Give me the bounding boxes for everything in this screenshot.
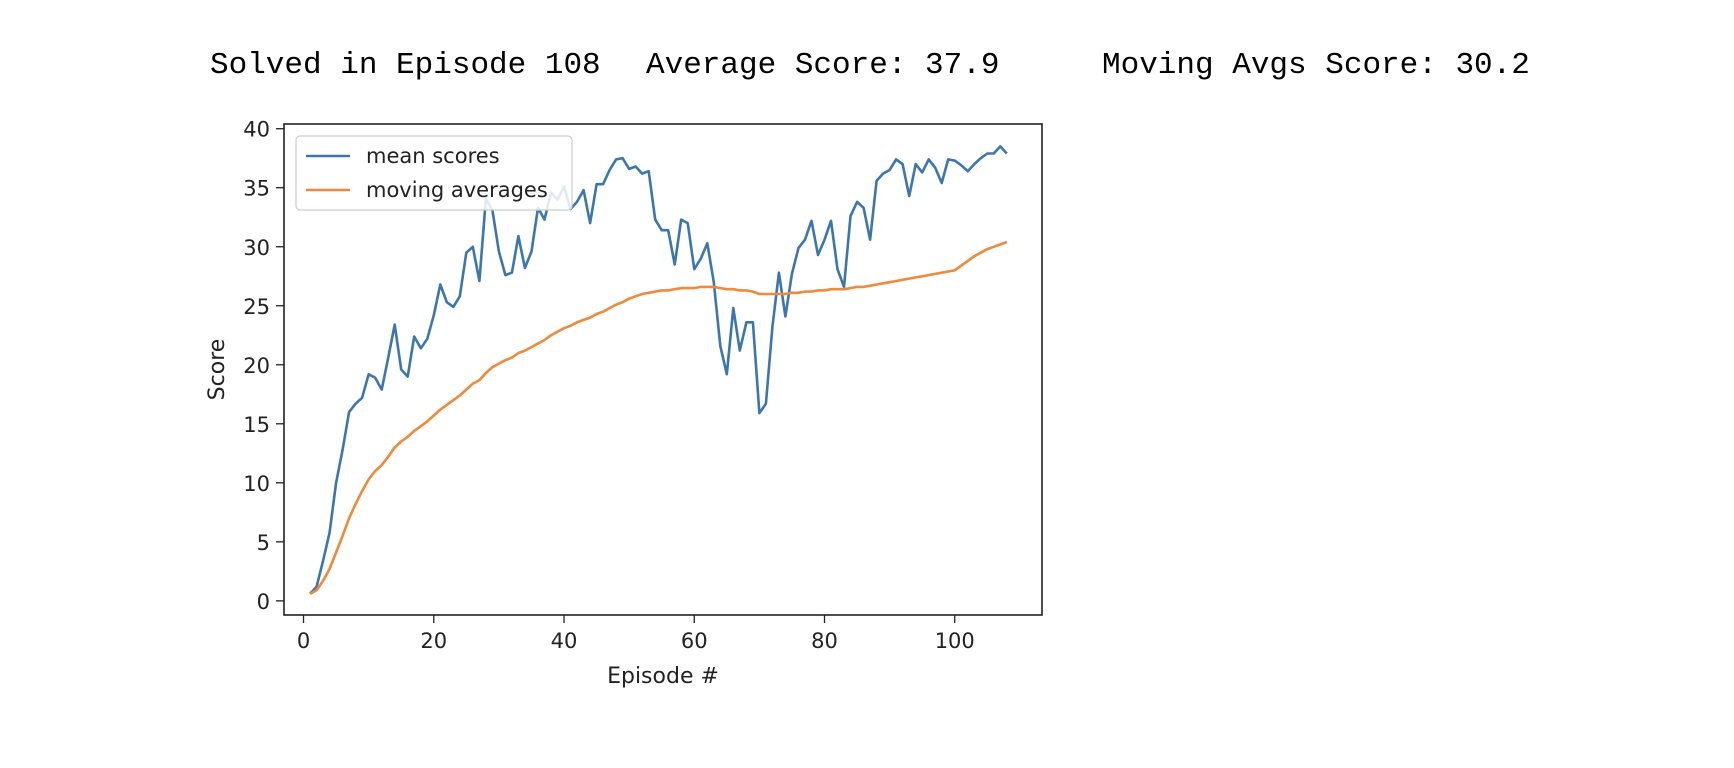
y-tick-label: 30 [243, 236, 270, 260]
y-tick-label: 10 [243, 472, 270, 496]
legend-label-1: moving averages [366, 178, 548, 202]
x-axis-label: Episode # [607, 664, 719, 689]
x-tick-label: 40 [551, 629, 578, 653]
x-tick-label: 60 [681, 629, 708, 653]
solved-episode-text: Solved in Episode 108 [210, 48, 601, 83]
x-tick-label: 80 [811, 629, 838, 653]
x-tick-label: 100 [935, 629, 975, 653]
legend-box [295, 135, 573, 211]
y-tick-label: 15 [243, 413, 270, 437]
episode-summary: Solved in Episode 108 Average Score: 37.… [0, 44, 1734, 88]
moving-avg-score-text: Moving Avgs Score: 30.2 [1102, 48, 1530, 83]
legend-label-0: mean scores [366, 144, 500, 168]
series-line-1 [309, 240, 1008, 595]
y-tick-label: 35 [243, 177, 270, 201]
series-line-0 [309, 145, 1008, 595]
y-tick-label: 25 [243, 295, 270, 319]
plot-frame [283, 123, 1043, 616]
y-axis-label: Score [205, 339, 230, 401]
average-score-text: Average Score: 37.9 [646, 48, 1000, 83]
x-tick-label: 0 [297, 629, 310, 653]
y-tick-label: 5 [257, 531, 270, 555]
y-tick-label: 20 [243, 354, 270, 378]
y-tick-label: 40 [243, 118, 270, 142]
x-tick-label: 20 [420, 629, 447, 653]
y-tick-label: 0 [257, 590, 270, 614]
